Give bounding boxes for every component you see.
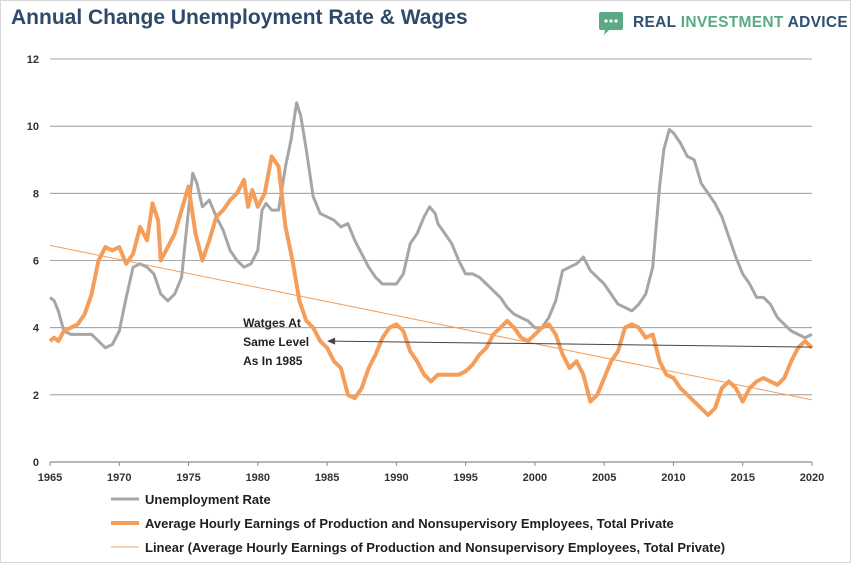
trendline-layer xyxy=(49,244,813,401)
axis-labels: 0 2 4 6 8 10 12 1965 1970 1975 1980 1985 1990 1995 200… xyxy=(27,54,824,484)
annotation-line: Same Level xyxy=(243,335,309,349)
annotation-arrow-line xyxy=(333,340,813,348)
series-earnings-line xyxy=(48,154,814,417)
y-tick-label: 4 xyxy=(33,323,40,335)
legend-swatch-earnings xyxy=(111,521,139,525)
annotation-line: Watges At xyxy=(243,316,301,330)
gridlines xyxy=(50,58,812,463)
y-tick-label: 10 xyxy=(27,121,39,133)
legend: Unemployment Rate Average Hourly Earning… xyxy=(111,487,725,559)
annotation-text: Watges At Same Level As In 1985 xyxy=(243,316,309,368)
x-tick-label: 1975 xyxy=(176,472,200,484)
annotation-arrowhead xyxy=(327,337,336,345)
x-tick-label: 1965 xyxy=(38,472,62,484)
chat-bubble-icon xyxy=(599,12,623,35)
legend-item-earnings: Average Hourly Earnings of Production an… xyxy=(111,511,725,535)
legend-label-earnings: Average Hourly Earnings of Production an… xyxy=(145,515,674,531)
y-tick-label: 6 xyxy=(33,256,39,268)
x-tick-label: 1980 xyxy=(246,472,270,484)
x-tick-label: 1970 xyxy=(107,472,131,484)
y-tick-label: 2 xyxy=(33,390,39,402)
annotation-arrow-layer xyxy=(327,337,813,348)
chart-title: Annual Change Unemployment Rate & Wages xyxy=(11,6,468,29)
x-tick-label: 1990 xyxy=(384,472,408,484)
brand-logo: REAL INVESTMENT ADVICE xyxy=(597,9,848,37)
x-tick-label: 2000 xyxy=(523,472,547,484)
legend-label-unemployment: Unemployment Rate xyxy=(145,491,271,507)
series-unemployment-line xyxy=(49,101,813,350)
x-tick-label: 1995 xyxy=(453,472,477,484)
legend-swatch-linear xyxy=(111,546,139,548)
x-tick-label: 2010 xyxy=(661,472,685,484)
brand-name-part-1: REAL xyxy=(633,14,681,31)
y-tick-label: 12 xyxy=(27,54,39,66)
legend-item-unemployment: Unemployment Rate xyxy=(111,487,725,511)
legend-item-linear: Linear (Average Hourly Earnings of Produ… xyxy=(111,535,725,559)
legend-swatch-unemployment xyxy=(111,497,139,501)
x-tick-label: 2015 xyxy=(730,472,754,484)
y-tick-label: 0 xyxy=(33,457,39,469)
x-tick-label: 2005 xyxy=(592,472,616,484)
y-tick-label: 8 xyxy=(33,188,39,200)
x-tick-label: 2020 xyxy=(800,472,824,484)
x-tick-label: 1985 xyxy=(315,472,339,484)
brand-name-part-3: ADVICE xyxy=(783,14,849,31)
annotation-line: As In 1985 xyxy=(243,354,303,368)
brand-name-part-2: INVESTMENT xyxy=(680,14,784,31)
series-layer xyxy=(48,101,814,417)
legend-label-linear: Linear (Average Hourly Earnings of Produ… xyxy=(145,539,726,555)
series-linear-trendline xyxy=(49,244,813,401)
brand-name: REAL INVESTMENT ADVICE xyxy=(633,14,848,32)
